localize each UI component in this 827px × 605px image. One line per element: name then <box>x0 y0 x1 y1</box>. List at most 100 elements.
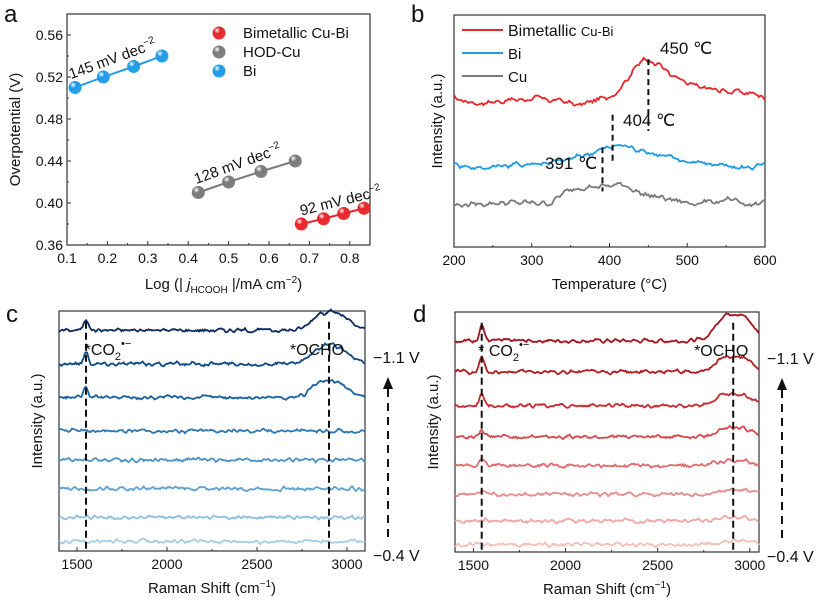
peak-label: 404 ℃ <box>623 111 675 130</box>
raman-trace <box>58 514 365 521</box>
data-point <box>127 60 141 73</box>
series-line-bi <box>74 55 163 89</box>
arrow-up-icon <box>383 377 393 389</box>
panel-label-d: d <box>413 301 426 328</box>
potential-bottom-label: −0.4 V <box>767 549 814 566</box>
data-point <box>317 212 331 226</box>
x-axis-label: Temperature (°C) <box>552 276 667 293</box>
raman-trace <box>455 424 760 440</box>
raman-trace <box>454 538 760 549</box>
x-tick-label: 300 <box>520 252 544 268</box>
legend-label: Bimetallic Cu-Bi <box>243 25 349 42</box>
panel-a-tafel-plot: 0.1 0.2 0.3 0.4 0.5 0.6 0.7 0.8 0.36 0.40 0.44 0.48… <box>7 13 382 296</box>
y-tick-label: 0.52 <box>36 69 63 85</box>
y-axis-label: Intensity (a.u.) <box>429 73 446 168</box>
ocho-label: *OCHO <box>694 343 748 360</box>
y-tick-label: 0.40 <box>36 195 63 211</box>
data-point <box>337 207 351 220</box>
x-tick-label: 2500 <box>241 556 272 572</box>
x-tick-label: 400 <box>598 252 622 268</box>
raman-trace <box>58 485 366 493</box>
potential-top-label: −1.1 V <box>373 350 420 367</box>
raman-trace <box>58 308 366 334</box>
slope-annotation: 145 mV dec−2 <box>66 35 159 83</box>
data-point <box>96 70 110 84</box>
raman-trace <box>454 355 760 376</box>
potential-top-label: −1.1 V <box>767 351 814 368</box>
co2-label: * CO2•− <box>478 339 529 364</box>
x-tick-label: 3000 <box>331 556 362 572</box>
panel-d-raman-plot: 1500 2000 2500 3000 Raman Shift (cm−1) Intens… <box>425 311 814 598</box>
raman-trace <box>58 427 366 435</box>
raman-trace <box>58 456 366 464</box>
data-point <box>191 186 205 199</box>
x-tick-label: 2500 <box>642 557 673 573</box>
raman-trace <box>454 514 760 525</box>
raman-trace <box>454 312 760 345</box>
plot-frame <box>66 13 371 246</box>
x-tick-label: 1500 <box>61 556 92 572</box>
peak-label: 391 ℃ <box>545 154 597 173</box>
legend-label: Cu <box>508 69 527 86</box>
legend-label: Bi <box>508 46 521 63</box>
x-tick-label: 500 <box>676 252 700 268</box>
plot-frame <box>454 311 760 553</box>
x-axis-label: Raman Shift (cm−1) <box>148 579 276 597</box>
data-point <box>288 154 302 168</box>
series-line-bimetallic-cu-bi <box>301 207 365 225</box>
co2-label: *CO2•− <box>85 338 132 363</box>
legend-label: Bi <box>243 63 256 80</box>
x-tick-label: 0.3 <box>138 250 158 266</box>
x-tick-label: 0.4 <box>178 250 198 266</box>
panel-b-tpd-plot: 200 300 400 500 600 Temperature (°C) Intensity… <box>429 14 777 293</box>
slope-annotation: 128 mV dec−2 <box>191 140 284 188</box>
panel-c-raman-plot: 1500 2000 2500 3000 Raman Shift (cm−1) Intens… <box>29 308 420 597</box>
x-tick-label: 600 <box>753 252 777 268</box>
raman-trace <box>454 487 759 498</box>
x-tick-label: 2000 <box>151 556 182 572</box>
x-axis-label: Raman Shift (cm−1) <box>543 580 671 598</box>
ocho-label: *OCHO <box>290 342 344 359</box>
x-tick-label: 0.5 <box>219 250 239 266</box>
arrow-up-icon <box>777 378 787 390</box>
y-axis-label: Intensity (a.u.) <box>425 374 442 469</box>
potential-bottom-label: −0.4 V <box>373 548 420 565</box>
peak-label: 450 ℃ <box>660 39 712 58</box>
legend-label: HOD-Cu <box>243 44 301 61</box>
y-tick-label: 0.48 <box>36 111 63 127</box>
data-point <box>222 175 236 189</box>
x-tick-label: 3000 <box>734 557 765 573</box>
x-tick-label: 0.2 <box>98 250 118 266</box>
y-tick-label: 0.44 <box>36 153 63 169</box>
legend-label: Bimetallic Cu-Bi <box>508 23 614 40</box>
raman-trace <box>58 342 366 368</box>
x-axis-label: Log (| jHCOOH |/mA cm−2) <box>145 275 302 296</box>
raman-trace <box>58 537 366 546</box>
raman-trace <box>59 378 366 401</box>
x-tick-label: 0.7 <box>300 250 320 266</box>
tpd-trace-cu <box>453 181 766 209</box>
y-axis-label: Intensity (a.u.) <box>29 373 46 468</box>
legend-marker <box>212 26 226 40</box>
tpd-trace-bimetallic <box>453 56 766 107</box>
legend-marker <box>212 64 226 78</box>
x-tick-label: 0.6 <box>259 250 279 266</box>
x-tick-label: 2000 <box>550 557 581 573</box>
y-tick-label: 0.36 <box>36 237 63 253</box>
x-tick-label: 1500 <box>458 557 489 573</box>
raman-trace <box>454 457 760 470</box>
data-point <box>254 165 268 178</box>
y-tick-label: 0.56 <box>36 27 63 43</box>
panel-label-b: b <box>411 1 424 28</box>
x-tick-label: 0.8 <box>340 250 360 266</box>
panel-label-a: a <box>4 1 18 28</box>
raman-trace <box>454 392 760 409</box>
data-point <box>357 201 371 215</box>
series-line-hod-cu <box>197 160 296 194</box>
x-tick-label: 200 <box>442 252 466 268</box>
data-point <box>155 49 169 63</box>
panel-label-c: c <box>6 301 18 328</box>
data-point <box>294 217 308 231</box>
tpd-trace-bi <box>453 143 766 171</box>
